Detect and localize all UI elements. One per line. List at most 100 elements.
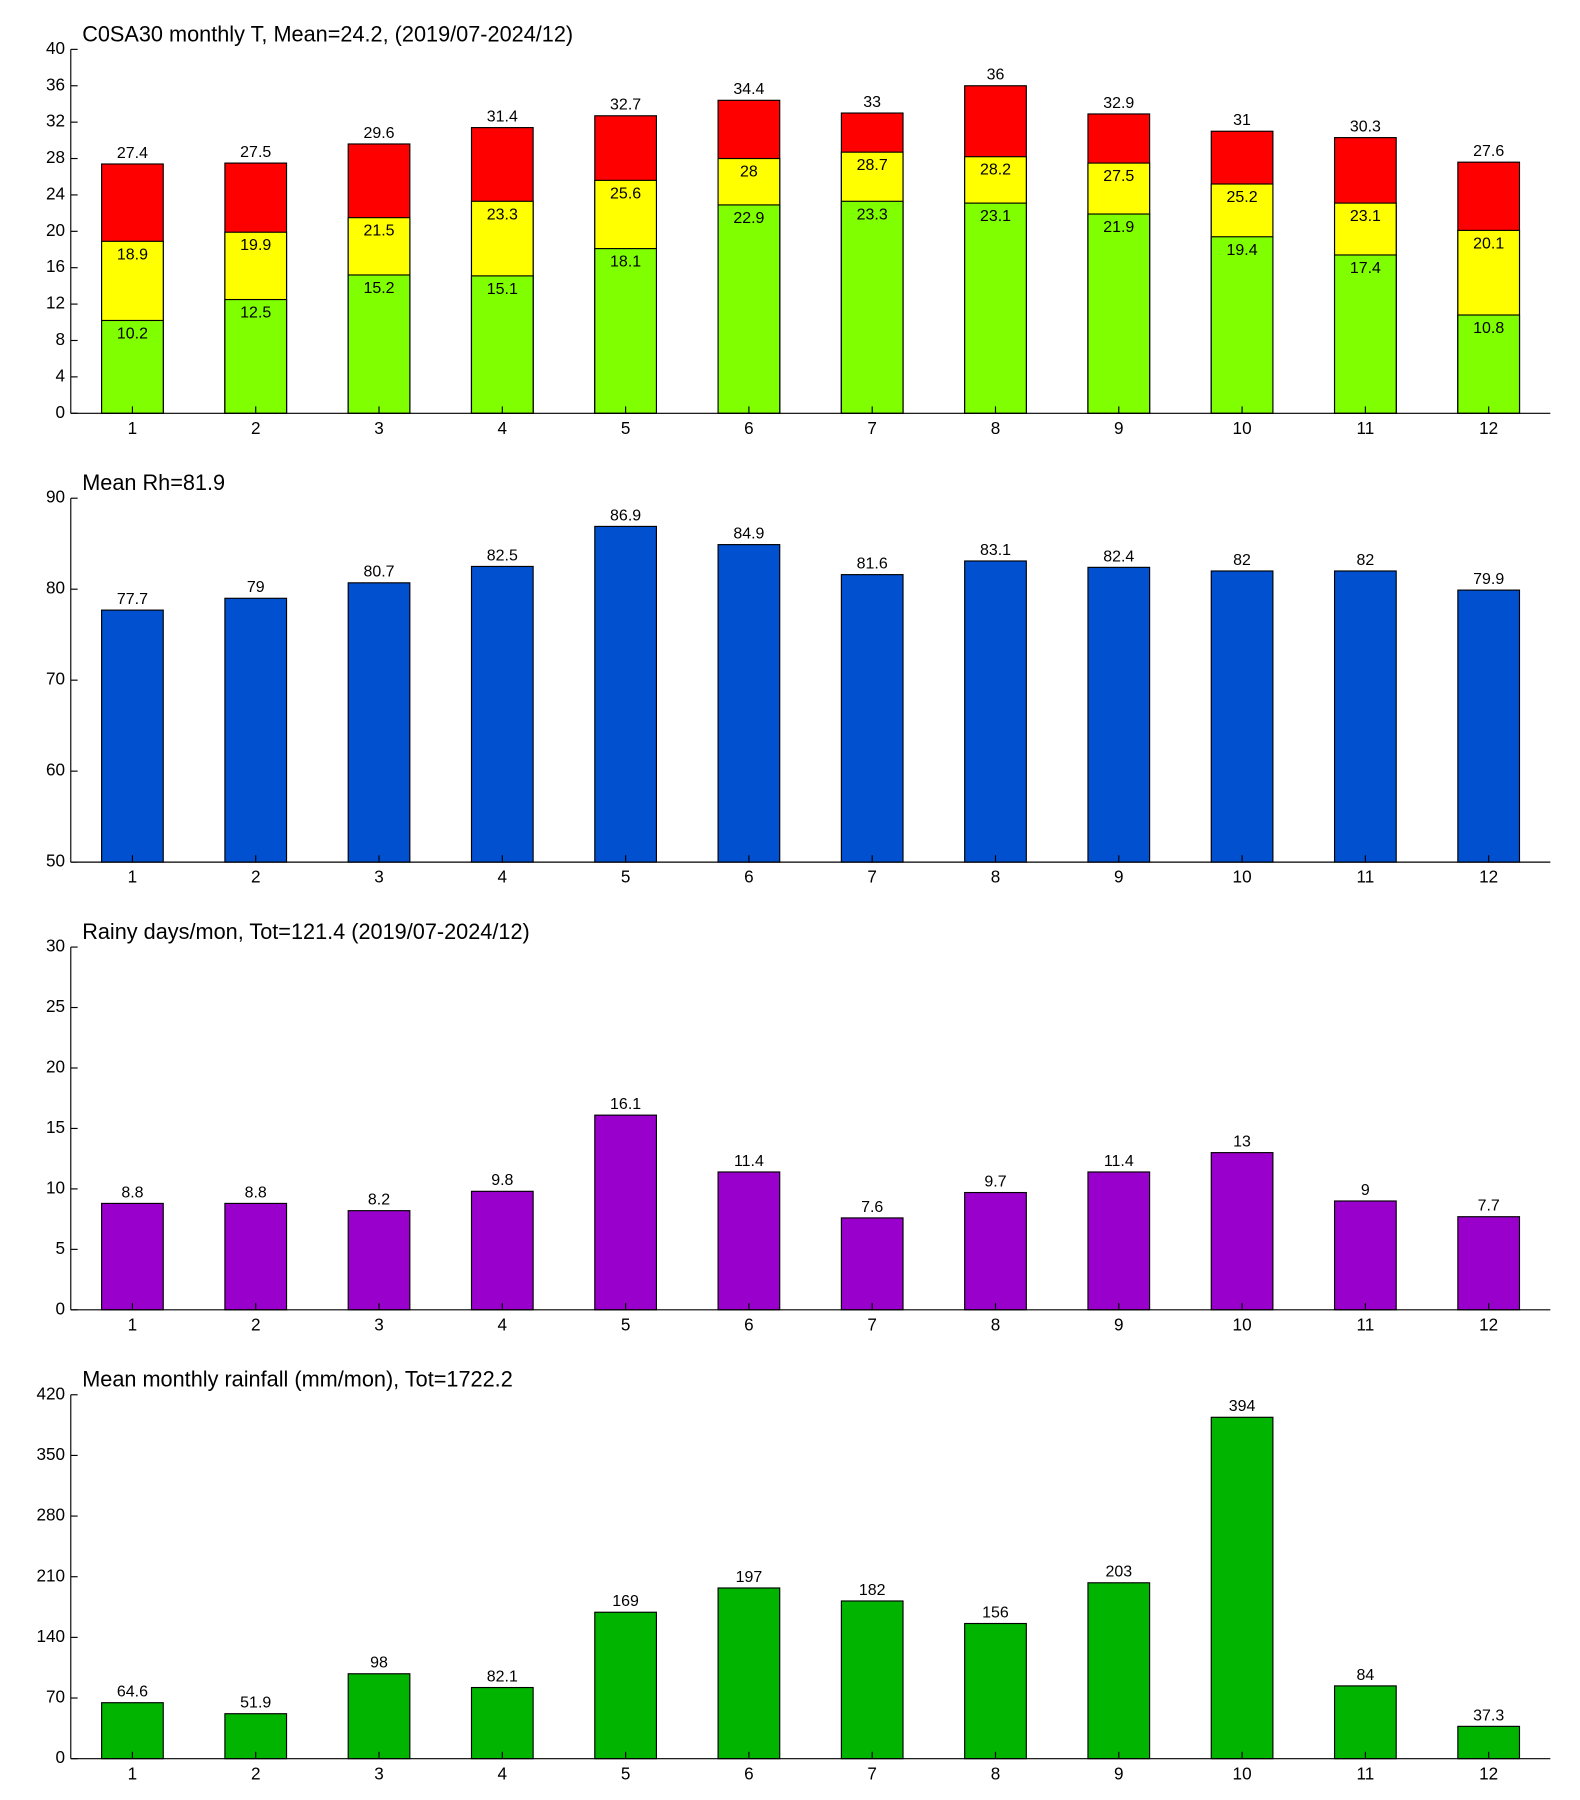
data-label: 12.5 — [240, 304, 271, 322]
data-label: 82.4 — [1103, 547, 1134, 565]
data-label: 27.6 — [1473, 142, 1504, 160]
data-label: 15.2 — [363, 279, 394, 297]
x-tick-label: 6 — [744, 1763, 754, 1783]
x-tick-label: 3 — [374, 1314, 384, 1334]
bar — [717, 204, 781, 414]
data-label: 23.3 — [857, 205, 888, 223]
bar — [964, 1191, 1027, 1311]
x-tick-label: 10 — [1233, 867, 1252, 887]
bar — [964, 202, 1027, 414]
bar — [1210, 1416, 1274, 1760]
x-tick-label: 11 — [1356, 867, 1374, 887]
bar — [1210, 570, 1274, 863]
data-label: 21.5 — [363, 222, 394, 240]
x-tick-label: 4 — [498, 867, 508, 887]
bar — [101, 319, 164, 414]
data-label: 33 — [863, 93, 881, 111]
y-tick-label: 16 — [46, 256, 65, 276]
bar — [101, 1702, 164, 1760]
y-tick-label: 24 — [46, 183, 65, 203]
data-label: 9.8 — [491, 1171, 513, 1189]
data-label: 15.1 — [487, 280, 518, 298]
y-tick-label: 90 — [46, 487, 65, 507]
y-tick-label: 5 — [56, 1238, 66, 1258]
bar — [594, 525, 658, 863]
y-tick-label: 40 — [46, 38, 65, 58]
data-label: 19.9 — [240, 236, 271, 254]
data-label: 37.3 — [1473, 1706, 1504, 1724]
x-tick-label: 3 — [374, 867, 384, 887]
data-label: 27.4 — [117, 144, 148, 162]
x-tick-label: 8 — [991, 418, 1001, 438]
data-label: 9 — [1361, 1181, 1370, 1199]
x-tick-label: 8 — [991, 1314, 1001, 1334]
bar — [1333, 254, 1397, 414]
x-tick-label: 2 — [251, 418, 261, 438]
data-label: 98 — [370, 1654, 388, 1672]
x-tick-label: 6 — [744, 867, 754, 887]
bar — [224, 597, 288, 863]
data-label: 13 — [1233, 1133, 1251, 1151]
data-label: 64.6 — [117, 1683, 148, 1701]
data-label: 203 — [1105, 1563, 1132, 1581]
x-tick-label: 8 — [991, 867, 1001, 887]
y-tick-label: 28 — [46, 147, 65, 167]
x-tick-label: 7 — [867, 1763, 877, 1783]
x-tick-label: 11 — [1356, 1314, 1374, 1334]
bar — [1087, 566, 1151, 863]
data-label: 21.9 — [1103, 218, 1134, 236]
x-tick-label: 5 — [621, 418, 631, 438]
data-label: 84.9 — [733, 524, 764, 542]
y-tick-label: 15 — [46, 1117, 65, 1137]
x-tick-label: 6 — [744, 1314, 754, 1334]
y-tick-label: 70 — [46, 669, 65, 689]
y-tick-label: 10 — [46, 1177, 65, 1197]
x-tick-label: 11 — [1356, 1763, 1374, 1783]
x-tick-label: 3 — [374, 418, 384, 438]
x-tick-label: 10 — [1233, 1763, 1252, 1783]
y-tick-label: 0 — [56, 1298, 66, 1318]
bar — [1210, 236, 1274, 414]
data-label: 18.1 — [610, 253, 641, 271]
data-label: 23.1 — [1350, 207, 1381, 225]
bar — [1457, 314, 1521, 414]
bar — [470, 565, 534, 863]
data-label: 16.1 — [610, 1095, 641, 1113]
bar — [964, 1622, 1027, 1760]
bar — [1457, 1216, 1521, 1311]
chart-title: Mean Rh=81.9 — [82, 470, 225, 495]
data-label: 18.9 — [117, 245, 148, 263]
data-label: 23.1 — [980, 207, 1011, 225]
y-tick-label: 0 — [56, 402, 66, 422]
data-label: 30.3 — [1350, 117, 1381, 135]
data-label: 29.6 — [363, 124, 394, 142]
bar — [1087, 1582, 1151, 1760]
data-label: 25.6 — [610, 184, 641, 202]
data-label: 9.7 — [984, 1172, 1006, 1190]
x-tick-label: 7 — [867, 1314, 877, 1334]
data-label: 17.4 — [1350, 259, 1381, 277]
x-tick-label: 1 — [128, 1314, 138, 1334]
y-tick-label: 12 — [46, 293, 65, 313]
data-label: 25.2 — [1227, 188, 1258, 206]
bar — [101, 609, 164, 863]
y-tick-label: 140 — [37, 1626, 66, 1646]
x-tick-label: 7 — [867, 418, 877, 438]
data-label: 86.9 — [610, 506, 641, 524]
y-tick-label: 420 — [37, 1383, 66, 1403]
data-label: 197 — [736, 1568, 763, 1586]
data-label: 19.4 — [1227, 241, 1258, 259]
bar — [1087, 213, 1151, 414]
chart-title: Mean monthly rainfall (mm/mon), Tot=1722… — [82, 1367, 513, 1392]
x-tick-label: 2 — [251, 1314, 261, 1334]
chart-title: C0SA30 monthly T, Mean=24.2, (2019/07-20… — [82, 21, 573, 46]
bar — [347, 274, 411, 414]
y-tick-label: 350 — [37, 1444, 66, 1464]
bar — [347, 1210, 411, 1311]
bar — [1457, 589, 1521, 863]
x-tick-label: 6 — [744, 418, 754, 438]
bar — [347, 1673, 411, 1760]
data-label: 8.8 — [121, 1183, 143, 1201]
x-tick-label: 12 — [1479, 867, 1498, 887]
bar — [1333, 1200, 1397, 1311]
